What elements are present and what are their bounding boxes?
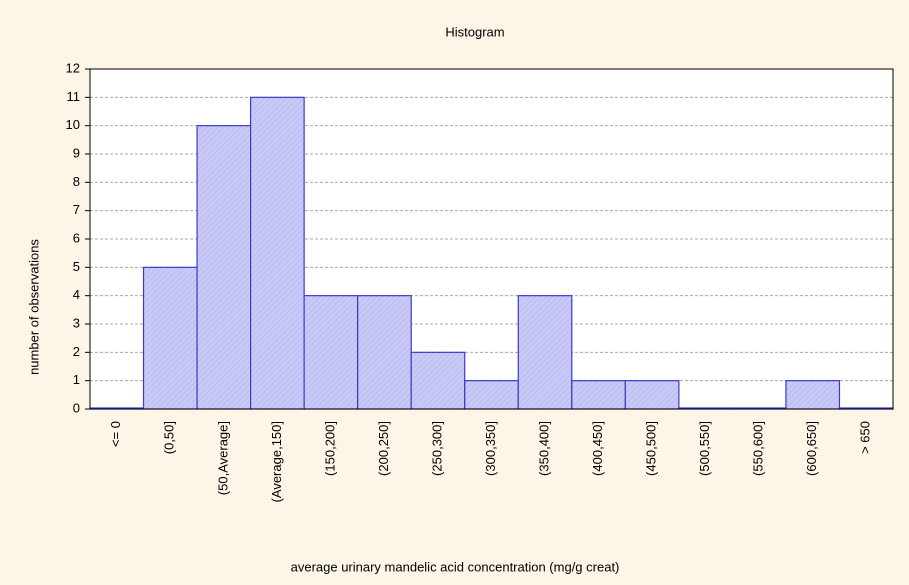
x-tick-label: (400,450] <box>590 421 605 476</box>
bar <box>303 295 359 410</box>
x-tick-label: (600,650] <box>804 421 819 476</box>
x-axis-label: average urinary mandelic acid concentrat… <box>291 559 620 574</box>
y-tick-label: 10 <box>66 117 80 132</box>
y-tick-label: 6 <box>73 230 80 245</box>
bar <box>571 380 626 410</box>
y-tick-label: 8 <box>73 174 80 189</box>
y-tick-label: 5 <box>73 259 80 274</box>
bar <box>142 266 198 410</box>
x-tick-label: (300,350] <box>483 421 498 476</box>
y-tick-label: 12 <box>66 60 80 75</box>
x-tick-label: (500,550] <box>697 421 712 476</box>
bar <box>464 380 519 410</box>
x-tick-label: (0,50] <box>162 421 177 454</box>
x-tick-label: (150,200] <box>322 421 337 476</box>
bar <box>357 295 412 410</box>
bar <box>785 380 841 410</box>
plot-frame <box>89 68 894 410</box>
bar <box>410 351 466 410</box>
x-tick-label: (350,400] <box>536 421 551 476</box>
y-tick-label: 11 <box>67 89 81 104</box>
y-tick-label: 9 <box>73 145 80 160</box>
x-tick-label: > 650 <box>858 421 873 454</box>
x-tick-label: <= 0 <box>108 421 123 447</box>
y-tick-label: 1 <box>73 372 80 387</box>
x-tick-label: (Average,150] <box>269 421 284 502</box>
x-tick-label: (50,Average] <box>215 421 230 495</box>
chart-title: Histogram <box>445 24 504 39</box>
bar <box>250 96 305 410</box>
x-tick-label: (250,300] <box>429 421 444 476</box>
y-tick-label: 0 <box>73 400 80 415</box>
y-tick-label: 3 <box>73 315 80 330</box>
y-tick-label: 4 <box>73 287 80 302</box>
x-tick-label: (550,600] <box>751 421 766 476</box>
y-tick-label: 2 <box>73 344 80 359</box>
x-tick-label: (200,250] <box>376 421 391 476</box>
bar <box>517 295 573 410</box>
y-axis-label: number of observations <box>26 239 41 375</box>
bar <box>196 125 252 410</box>
bar <box>624 380 680 410</box>
y-tick-label: 7 <box>73 202 80 217</box>
x-tick-label: (450,500] <box>644 421 659 476</box>
